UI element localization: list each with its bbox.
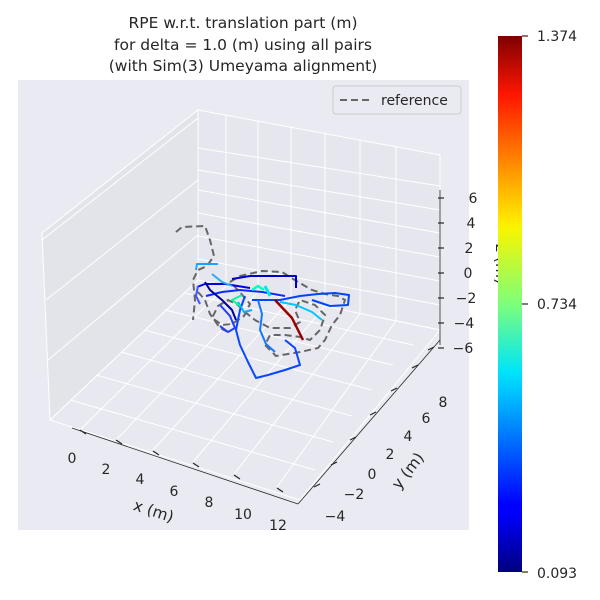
colorbar-min-label: 0.093: [537, 566, 577, 582]
x-axis-ticks: [79, 429, 284, 493]
z-tick-label: 6: [469, 191, 478, 207]
z-axis-tick-labels: 6 4 2 0 −2 −4 −6: [453, 191, 478, 357]
y-axis-tick-labels: −4 −2 0 2 4 6 8: [325, 395, 448, 525]
z-tick-label: −6: [453, 341, 474, 357]
y-tick-label: −2: [344, 487, 365, 503]
x-tick-label: 0: [68, 451, 77, 467]
x-tick-label: 6: [170, 484, 179, 500]
z-tick-label: −4: [454, 316, 475, 332]
z-tick-label: 0: [464, 266, 473, 282]
x-tick-label: 12: [269, 518, 287, 534]
title-line-2: for delta = 1.0 (m) using all pairs: [114, 36, 372, 54]
title-line-3: (with Sim(3) Umeyama alignment): [109, 57, 378, 75]
legend-box: [332, 85, 462, 115]
x-tick-label: 10: [234, 507, 252, 523]
y-tick-label: 4: [404, 429, 413, 445]
reference-trajectory: [175, 224, 347, 358]
x-tick-label: 8: [205, 495, 214, 511]
y-tick-label: 2: [386, 447, 395, 463]
x-tick-label: 2: [102, 462, 111, 478]
y-tick-label: 6: [422, 411, 431, 427]
z-tick-label: 4: [467, 216, 476, 232]
axis-lines: [71, 190, 441, 505]
x-axis-tick-labels: 0 2 4 6 8 10 12: [68, 451, 287, 534]
estimated-trajectory: [195, 263, 350, 379]
gridlines: [41, 115, 441, 488]
y-tick-label: 0: [368, 467, 377, 483]
x-tick-label: 4: [136, 472, 145, 488]
legend-reference-label: reference: [381, 93, 448, 109]
colorbar-mid-label: 0.734: [537, 297, 577, 313]
z-axis-ticks: [438, 197, 444, 349]
z-tick-label: −2: [456, 291, 477, 307]
y-tick-label: 8: [439, 395, 448, 411]
colorbar-max-label: 1.374: [537, 29, 577, 45]
chart-title: RPE w.r.t. translation part (m) for delt…: [109, 14, 378, 75]
colorbar-gradient: [498, 36, 522, 572]
legend: reference: [332, 85, 462, 115]
z-tick-label: 2: [465, 241, 474, 257]
y-axis-ticks: [313, 346, 435, 488]
y-tick-label: −4: [325, 509, 346, 525]
title-line-1: RPE w.r.t. translation part (m): [128, 14, 357, 32]
colorbar: 1.374 0.734 0.093: [498, 29, 577, 582]
